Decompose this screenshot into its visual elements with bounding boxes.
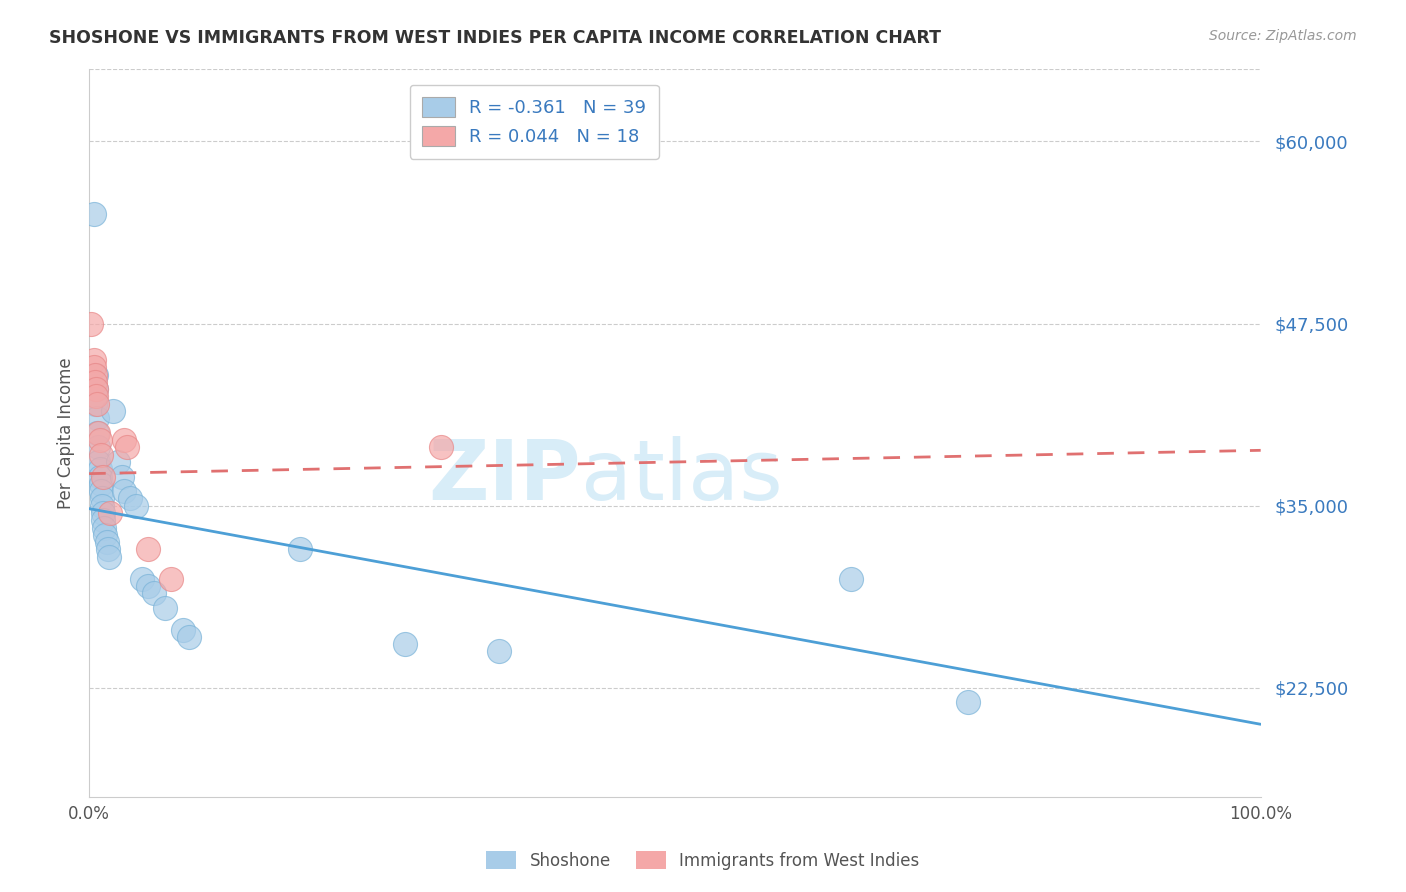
Point: [84, 389, 107, 403]
Point: [131, 572, 153, 586]
Point: [839, 572, 862, 586]
Point: [112, 484, 135, 499]
Point: [155, 600, 177, 615]
Point: [136, 579, 159, 593]
Point: [83, 360, 105, 375]
Point: [90, 476, 112, 491]
Point: [96, 535, 118, 549]
Point: [90, 448, 112, 462]
Point: [177, 630, 200, 644]
Point: [89, 433, 111, 447]
Point: [87, 425, 110, 440]
Point: [125, 499, 148, 513]
Text: ZIP: ZIP: [429, 436, 581, 517]
Point: [956, 695, 979, 709]
Point: [84, 375, 107, 389]
Legend: R = -0.361   N = 39, R = 0.044   N = 18: R = -0.361 N = 39, R = 0.044 N = 18: [409, 85, 659, 159]
Point: [94, 528, 117, 542]
Point: [288, 542, 311, 557]
Point: [93, 520, 115, 534]
Point: [89, 469, 111, 483]
Point: [98, 506, 121, 520]
Point: [90, 484, 112, 499]
Point: [91, 491, 114, 506]
Point: [394, 637, 416, 651]
Point: [115, 441, 138, 455]
Point: [101, 404, 124, 418]
Point: [91, 513, 114, 527]
Point: [142, 586, 165, 600]
Point: [84, 368, 107, 382]
Point: [98, 549, 121, 564]
Point: [112, 433, 135, 447]
Point: [160, 572, 183, 586]
Point: [91, 506, 114, 520]
Point: [84, 382, 107, 396]
Point: [429, 441, 451, 455]
Text: SHOSHONE VS IMMIGRANTS FROM WEST INDIES PER CAPITA INCOME CORRELATION CHART: SHOSHONE VS IMMIGRANTS FROM WEST INDIES …: [49, 29, 941, 46]
Point: [172, 623, 194, 637]
Point: [97, 542, 120, 557]
Point: [80, 317, 103, 331]
Point: [136, 542, 159, 557]
Point: [84, 389, 107, 403]
Point: [91, 469, 114, 483]
Point: [84, 368, 107, 382]
Point: [83, 353, 105, 368]
Point: [86, 411, 108, 425]
Point: [87, 455, 110, 469]
Point: [84, 382, 107, 396]
Point: [488, 644, 510, 658]
Point: [84, 397, 107, 411]
Point: [107, 455, 129, 469]
Point: [91, 499, 114, 513]
Legend: Shoshone, Immigrants from West Indies: Shoshone, Immigrants from West Indies: [479, 845, 927, 877]
Point: [111, 469, 134, 483]
Point: [87, 441, 110, 455]
Point: [120, 491, 142, 506]
Point: [83, 207, 105, 221]
Y-axis label: Per Capita Income: Per Capita Income: [58, 357, 75, 508]
Text: atlas: atlas: [581, 436, 783, 517]
Point: [86, 425, 108, 440]
Text: Source: ZipAtlas.com: Source: ZipAtlas.com: [1209, 29, 1357, 43]
Point: [89, 462, 111, 476]
Point: [86, 397, 108, 411]
